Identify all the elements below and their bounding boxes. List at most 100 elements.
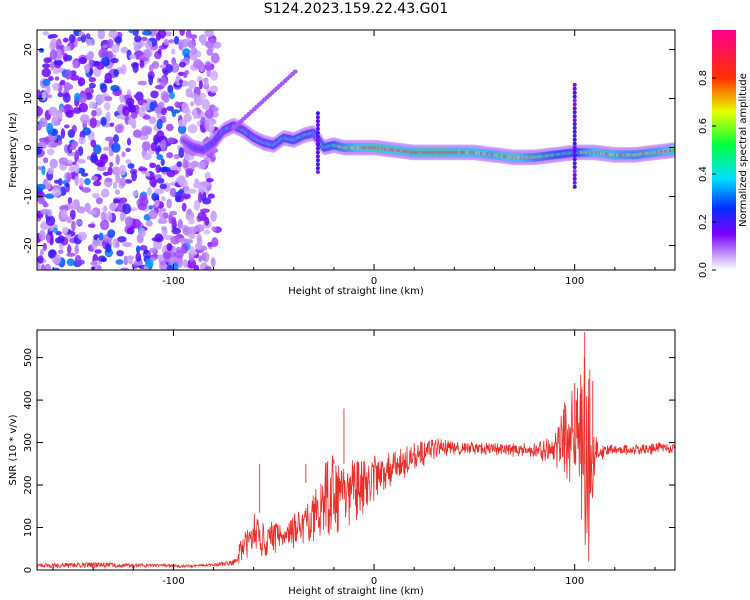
noise-blob [170,235,180,245]
noise-blob [160,158,165,166]
noise-blob [122,203,132,215]
noise-blob [181,202,187,212]
bottom-xlabel: Height of straight line (km) [288,586,424,597]
noise-blob [126,255,135,260]
noise-blob [203,229,211,235]
noise-blob [68,34,76,44]
noise-blob [52,227,58,233]
noise-blob [37,255,44,264]
noise-blob [143,49,152,59]
noise-blob [91,176,99,181]
noise-blob [84,178,91,186]
noise-blob [67,244,72,255]
noise-blob [66,252,76,257]
noise-blob [64,124,70,129]
noise-blob [69,74,80,81]
noise-blob [208,193,215,199]
noise-blob [79,177,84,187]
noise-blob [176,161,183,168]
noise-blob [132,129,142,138]
noise-blob [213,41,222,49]
colorbar-label: Normalized spectral amplitude [738,73,749,227]
noise-blob [108,30,118,39]
noise-blob [144,258,154,268]
noise-blob [63,81,71,91]
blip-blob [572,173,577,177]
blip-blob [315,162,320,167]
noise-blob [131,170,138,182]
noise-blob [69,202,75,210]
noise-blob [39,248,44,256]
noise-blob [166,106,174,111]
noise-blob [102,171,110,176]
noise-blob [138,227,146,238]
noise-blob [90,139,97,148]
bottom-ytick-label: 200 [23,475,34,494]
noise-blob [161,226,167,231]
blip-blob [572,141,577,146]
noise-blob [74,92,81,101]
noise-blob [107,229,116,238]
noise-blob [205,109,214,119]
noise-blob [78,57,87,64]
noise-blob [41,67,51,78]
noise-blob [62,37,69,43]
noise-blob [85,33,91,40]
noise-blob [179,30,185,36]
noise-blob [125,97,135,106]
noise-blob [115,241,120,248]
noise-blob [179,79,183,84]
noise-blob [53,60,64,66]
noise-blob [72,107,82,114]
noise-blob [119,197,128,204]
noise-blob [103,96,113,101]
noise-blob [87,209,98,215]
noise-blob [161,196,166,202]
noise-blob [41,165,46,176]
colorbar-tick-label: 0.4 [698,166,709,182]
noise-blob [66,172,72,183]
noise-blob [197,211,207,221]
noise-blob [92,192,100,199]
blip-blob [315,111,320,116]
noise-blob [102,205,108,213]
noise-blob [148,74,154,86]
bottom-xtick-label: -100 [162,576,185,587]
noise-blob [198,192,203,203]
noise-blob [158,216,166,224]
noise-blob [165,64,173,73]
blip-blob [315,158,320,163]
noise-blob [122,242,133,248]
blip-blob [572,86,577,91]
colorbar-tick-label: 0.8 [698,70,709,86]
noise-blob [64,183,70,188]
noise-blob [60,79,66,86]
noise-blob [166,243,173,252]
noise-blob [132,190,139,197]
noise-blob [188,188,197,194]
noise-blob [157,30,167,39]
blip-blob [315,126,320,131]
noise-blob [46,234,51,244]
noise-blob [37,106,43,117]
noise-blob [38,141,47,150]
noise-blob [84,202,91,213]
noise-blob [142,30,152,36]
noise-blob [40,208,50,215]
blip-blob [315,115,320,120]
noise-blob [173,36,180,45]
noise-blob [39,117,48,128]
blip-blob [572,133,577,138]
noise-blob [90,38,96,47]
noise-blob [104,136,115,142]
noise-blob [187,259,197,269]
noise-blob [84,63,90,74]
blip-blob [572,149,577,154]
blip-blob [572,82,577,87]
noise-blob [77,36,82,42]
noise-blob [49,49,58,60]
noise-blob [168,39,175,44]
blip-blob [572,137,577,142]
noise-blob [47,34,54,39]
